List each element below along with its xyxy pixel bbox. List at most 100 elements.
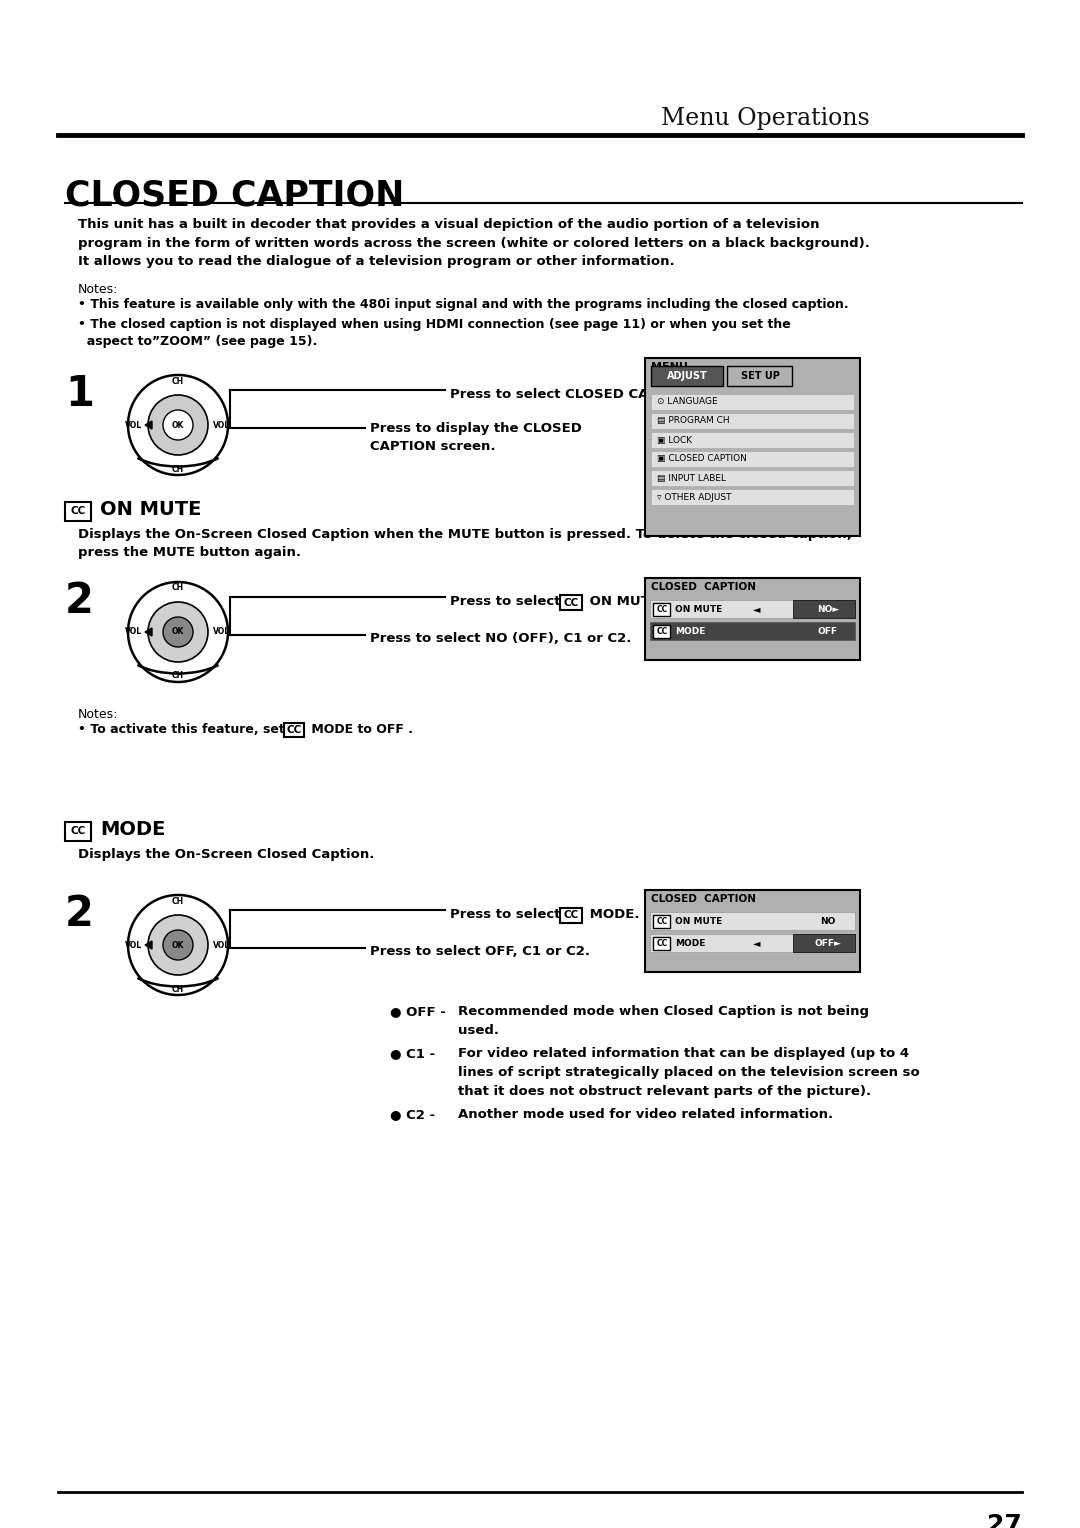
Text: 27: 27 — [987, 1513, 1022, 1528]
Text: that it does not obstruct relevant parts of the picture).: that it does not obstruct relevant parts… — [458, 1085, 872, 1099]
Text: 2: 2 — [65, 892, 94, 935]
Circle shape — [163, 931, 193, 960]
Polygon shape — [145, 628, 152, 636]
Text: OK: OK — [172, 420, 185, 429]
Text: SET UP: SET UP — [741, 371, 780, 380]
Text: CH: CH — [172, 671, 184, 680]
FancyBboxPatch shape — [651, 451, 854, 468]
Text: VOL: VOL — [125, 628, 143, 637]
Text: ▤ INPUT LABEL: ▤ INPUT LABEL — [657, 474, 726, 483]
FancyBboxPatch shape — [561, 594, 582, 610]
Polygon shape — [145, 422, 152, 429]
Circle shape — [129, 895, 228, 995]
FancyBboxPatch shape — [653, 604, 670, 616]
Text: ▿ OTHER ADJUST: ▿ OTHER ADJUST — [657, 492, 731, 501]
Text: Displays the On-Screen Closed Caption when the MUTE button is pressed. To delete: Displays the On-Screen Closed Caption wh… — [78, 529, 852, 559]
Text: CC: CC — [70, 827, 85, 836]
Text: CH: CH — [172, 584, 184, 593]
Text: For video related information that can be displayed (up to 4: For video related information that can b… — [458, 1047, 909, 1060]
Text: OFF►: OFF► — [814, 938, 841, 947]
Text: OK: OK — [172, 628, 185, 637]
Text: Press to select CLOSED CAPTION.: Press to select CLOSED CAPTION. — [450, 388, 700, 400]
Text: • To activate this feature, set: • To activate this feature, set — [78, 723, 285, 736]
Text: CLOSED  CAPTION: CLOSED CAPTION — [651, 582, 756, 591]
Text: VOL: VOL — [125, 420, 143, 429]
Text: CC: CC — [657, 917, 667, 926]
Polygon shape — [145, 941, 152, 949]
Text: Press to select: Press to select — [450, 908, 561, 921]
FancyBboxPatch shape — [651, 471, 854, 486]
Text: OK: OK — [172, 941, 185, 949]
Text: MODE: MODE — [675, 938, 705, 947]
Text: CC: CC — [70, 506, 85, 516]
Text: Press to select NO (OFF), C1 or C2.: Press to select NO (OFF), C1 or C2. — [370, 633, 632, 645]
Text: ● C2 -: ● C2 - — [390, 1108, 435, 1122]
Text: Recommended mode when Closed Caption is not being: Recommended mode when Closed Caption is … — [458, 1005, 869, 1018]
Text: Displays the On-Screen Closed Caption.: Displays the On-Screen Closed Caption. — [78, 848, 375, 860]
FancyBboxPatch shape — [651, 489, 854, 504]
Text: ● OFF -: ● OFF - — [390, 1005, 446, 1018]
FancyBboxPatch shape — [651, 432, 854, 448]
Circle shape — [129, 582, 228, 681]
Text: CH: CH — [172, 376, 184, 385]
FancyBboxPatch shape — [645, 578, 860, 660]
FancyBboxPatch shape — [651, 394, 854, 410]
FancyBboxPatch shape — [651, 367, 723, 387]
FancyBboxPatch shape — [653, 915, 670, 927]
Text: VOL: VOL — [214, 420, 230, 429]
Text: ▤ PROGRAM CH: ▤ PROGRAM CH — [657, 417, 730, 425]
FancyBboxPatch shape — [650, 622, 855, 640]
Text: CLOSED  CAPTION: CLOSED CAPTION — [651, 894, 756, 905]
FancyBboxPatch shape — [65, 822, 91, 840]
FancyBboxPatch shape — [650, 934, 855, 952]
Text: VOL: VOL — [214, 941, 230, 949]
Circle shape — [129, 374, 228, 475]
FancyBboxPatch shape — [793, 601, 855, 617]
Text: Another mode used for video related information.: Another mode used for video related info… — [458, 1108, 833, 1122]
Text: OFF: OFF — [818, 626, 838, 636]
Text: MODE: MODE — [100, 821, 165, 839]
Text: CC: CC — [657, 605, 667, 614]
FancyBboxPatch shape — [65, 503, 91, 521]
Text: ON MUTE: ON MUTE — [100, 500, 201, 520]
FancyBboxPatch shape — [645, 889, 860, 972]
FancyBboxPatch shape — [653, 625, 670, 639]
FancyBboxPatch shape — [727, 367, 792, 387]
Text: Press to select: Press to select — [450, 594, 561, 608]
Text: VOL: VOL — [214, 628, 230, 637]
Text: Notes:: Notes: — [78, 283, 119, 296]
Text: ⊙ LANGUAGE: ⊙ LANGUAGE — [657, 397, 717, 406]
Text: 2: 2 — [65, 581, 94, 622]
Text: • The closed caption is not displayed when using HDMI connection (see page 11) o: • The closed caption is not displayed wh… — [78, 318, 791, 348]
FancyBboxPatch shape — [653, 937, 670, 950]
Text: ADJUST: ADJUST — [666, 371, 707, 380]
Text: CC: CC — [657, 626, 667, 636]
Text: ◄: ◄ — [753, 938, 760, 947]
Text: ON MUTE.: ON MUTE. — [585, 594, 664, 608]
Text: CH: CH — [172, 465, 184, 474]
Text: ● C1 -: ● C1 - — [390, 1047, 435, 1060]
Circle shape — [148, 602, 208, 662]
Text: VOL: VOL — [125, 941, 143, 949]
Text: MODE: MODE — [675, 626, 705, 636]
Circle shape — [148, 915, 208, 975]
Text: MENU: MENU — [651, 362, 688, 371]
Circle shape — [148, 396, 208, 455]
Text: Press to display the CLOSED
CAPTION screen.: Press to display the CLOSED CAPTION scre… — [370, 422, 582, 452]
FancyBboxPatch shape — [650, 912, 855, 931]
Text: ON MUTE: ON MUTE — [675, 917, 723, 926]
Text: 1: 1 — [65, 373, 94, 416]
Text: Press to select OFF, C1 or C2.: Press to select OFF, C1 or C2. — [370, 944, 590, 958]
Text: used.: used. — [458, 1024, 499, 1038]
Text: CLOSED CAPTION: CLOSED CAPTION — [65, 177, 404, 212]
Text: MODE to OFF .: MODE to OFF . — [307, 723, 413, 736]
FancyBboxPatch shape — [793, 934, 855, 952]
Circle shape — [163, 617, 193, 646]
Text: CH: CH — [172, 984, 184, 993]
Text: MODE.: MODE. — [585, 908, 639, 921]
Text: CC: CC — [286, 724, 301, 735]
Text: ON MUTE: ON MUTE — [675, 605, 723, 614]
FancyBboxPatch shape — [561, 908, 582, 923]
Text: ▣ LOCK: ▣ LOCK — [657, 435, 692, 445]
Text: ▣ CLOSED CAPTION: ▣ CLOSED CAPTION — [657, 454, 747, 463]
